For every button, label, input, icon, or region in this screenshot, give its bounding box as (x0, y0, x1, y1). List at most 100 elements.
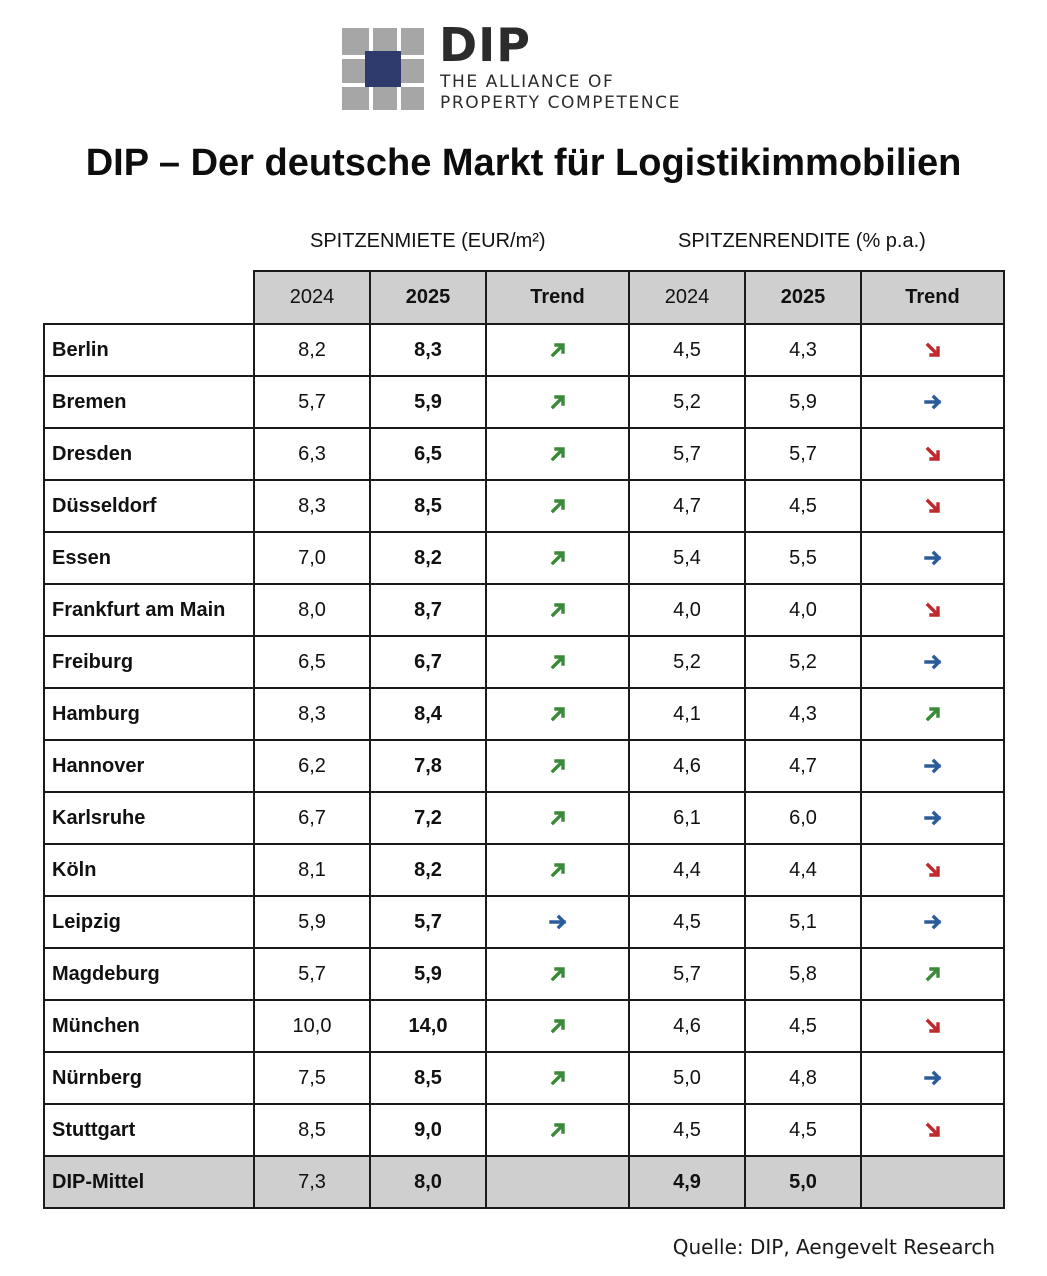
trend-up-arrow-icon (550, 499, 565, 514)
yield-2024-cell: 5,7 (628, 947, 746, 1001)
city-cell: Hannover (43, 739, 255, 793)
yield-2024-cell: 5,2 (628, 375, 746, 429)
trend-up-arrow-icon (550, 1123, 565, 1138)
yield-2024-cell: 4,7 (628, 479, 746, 533)
rent-2024-cell: 5,7 (253, 375, 371, 429)
rent-2025-cell: 6,5 (369, 427, 487, 481)
trend-down-arrow-icon (925, 1122, 940, 1137)
table-header: 2024 2025 Trend 2024 2025 Trend (253, 270, 1005, 325)
rent-2024-cell: 8,2 (253, 323, 371, 377)
avg-yield-trend-cell (860, 1155, 1005, 1209)
yield-2025-cell: 6,0 (744, 791, 862, 845)
trend-up-arrow-icon (925, 707, 940, 722)
rent-2024-cell: 5,9 (253, 895, 371, 949)
rent-trend-cell (485, 323, 630, 377)
rent-2025-cell: 8,7 (369, 583, 487, 637)
rent-2025-cell: 8,3 (369, 323, 487, 377)
city-cell: Hamburg (43, 687, 255, 741)
rent-2025-cell: 5,9 (369, 947, 487, 1001)
trend-up-arrow-icon (550, 447, 565, 462)
yield-2024-cell: 4,5 (628, 1103, 746, 1157)
dip-logo: DIP THE ALLIANCE OF PROPERTY COMPETENCE (342, 22, 682, 112)
yield-trend-cell (860, 323, 1005, 377)
dip-logo-mark-icon (342, 28, 424, 110)
city-cell: Frankfurt am Main (43, 583, 255, 637)
table-row: Frankfurt am Main 8,0 8,7 4,0 4,0 (43, 583, 1005, 637)
yield-2025-cell: 5,9 (744, 375, 862, 429)
rent-2025-cell: 8,2 (369, 531, 487, 585)
logo-tagline-1: THE ALLIANCE OF (440, 72, 615, 92)
rent-trend-cell (485, 843, 630, 897)
yield-trend-cell (860, 791, 1005, 845)
trend-stable-arrow-icon (923, 758, 941, 774)
table-row: Dresden 6,3 6,5 5,7 5,7 (43, 427, 1005, 481)
trend-up-arrow-icon (550, 863, 565, 878)
trend-stable-arrow-icon (923, 550, 941, 566)
trend-down-arrow-icon (925, 342, 940, 357)
yield-2024-cell: 5,7 (628, 427, 746, 481)
city-cell: Berlin (43, 323, 255, 377)
rent-trend-cell (485, 791, 630, 845)
yield-2024-cell: 4,5 (628, 895, 746, 949)
trend-down-arrow-icon (925, 862, 940, 877)
rent-2024-cell: 10,0 (253, 999, 371, 1053)
rent-trend-cell (485, 999, 630, 1053)
average-label: DIP-Mittel (43, 1155, 255, 1209)
table-row: Magdeburg 5,7 5,9 5,7 5,8 (43, 947, 1005, 1001)
yield-2025-cell: 4,5 (744, 999, 862, 1053)
header-yield-trend: Trend (860, 270, 1005, 325)
rent-2025-cell: 8,5 (369, 1051, 487, 1105)
yield-2024-cell: 5,4 (628, 531, 746, 585)
trend-up-arrow-icon (550, 603, 565, 618)
source-note: Quelle: DIP, Aengevelt Research (672, 1235, 995, 1259)
yield-2025-cell: 4,3 (744, 687, 862, 741)
rent-trend-cell (485, 1051, 630, 1105)
yield-2025-cell: 5,5 (744, 531, 862, 585)
yield-2025-cell: 4,0 (744, 583, 862, 637)
rent-2025-cell: 8,2 (369, 843, 487, 897)
rent-2025-cell: 8,5 (369, 479, 487, 533)
rent-2025-cell: 5,7 (369, 895, 487, 949)
yield-2024-cell: 4,5 (628, 323, 746, 377)
avg-rent-2025-cell: 8,0 (369, 1155, 487, 1209)
logo-name: DIP (439, 18, 532, 72)
header-rent-2025: 2025 (369, 270, 487, 325)
rent-2024-cell: 6,5 (253, 635, 371, 689)
rent-2024-cell: 5,7 (253, 947, 371, 1001)
city-cell: Köln (43, 843, 255, 897)
yield-trend-cell (860, 583, 1005, 637)
yield-2024-cell: 4,1 (628, 687, 746, 741)
yield-2025-cell: 4,5 (744, 1103, 862, 1157)
rent-trend-cell (485, 635, 630, 689)
avg-rent-trend-cell (485, 1155, 630, 1209)
trend-up-arrow-icon (550, 967, 565, 982)
table-row: Essen 7,0 8,2 5,4 5,5 (43, 531, 1005, 585)
avg-yield-2024-cell: 4,9 (628, 1155, 746, 1209)
trend-up-arrow-icon (550, 343, 565, 358)
rent-2025-cell: 8,4 (369, 687, 487, 741)
table-row: Bremen 5,7 5,9 5,2 5,9 (43, 375, 1005, 429)
rent-2025-cell: 9,0 (369, 1103, 487, 1157)
trend-down-arrow-icon (925, 602, 940, 617)
rent-trend-cell (485, 687, 630, 741)
trend-down-arrow-icon (925, 1018, 940, 1033)
rent-trend-cell (485, 531, 630, 585)
rent-2024-cell: 8,1 (253, 843, 371, 897)
yield-2024-cell: 5,0 (628, 1051, 746, 1105)
trend-stable-arrow-icon (923, 1070, 941, 1086)
avg-rent-2024-cell: 7,3 (253, 1155, 371, 1209)
yield-2024-cell: 4,4 (628, 843, 746, 897)
trend-stable-arrow-icon (548, 914, 566, 930)
rent-2024-cell: 8,3 (253, 687, 371, 741)
rent-trend-cell (485, 479, 630, 533)
yield-2025-cell: 4,5 (744, 479, 862, 533)
trend-up-arrow-icon (550, 1071, 565, 1086)
header-rent-2024: 2024 (253, 270, 371, 325)
city-cell: München (43, 999, 255, 1053)
trend-up-arrow-icon (550, 1019, 565, 1034)
trend-stable-arrow-icon (923, 654, 941, 670)
yield-trend-cell (860, 479, 1005, 533)
yield-trend-cell (860, 427, 1005, 481)
header-yield-2024: 2024 (628, 270, 746, 325)
yield-2025-cell: 5,8 (744, 947, 862, 1001)
